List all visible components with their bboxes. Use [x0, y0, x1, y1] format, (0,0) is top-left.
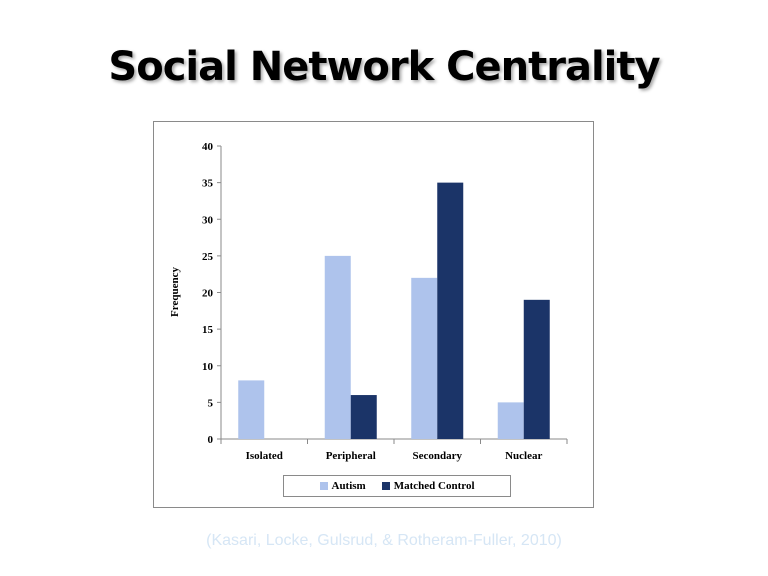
x-tick-label-peripheral: Peripheral: [326, 450, 376, 462]
y-tick-label: 15: [202, 324, 214, 336]
y-tick-label: 10: [202, 361, 214, 373]
legend-swatch-autism: [319, 482, 328, 490]
y-tick-label: 30: [202, 214, 214, 226]
legend-item-autism: Autism: [319, 480, 366, 492]
bar-autism-isolated: [238, 380, 265, 439]
y-tick-label: 40: [202, 141, 214, 153]
bar-chart: Frequency 0 5 10 15 20 25 30 35 40 Isolated Perip…: [169, 141, 568, 462]
bar-matched-control-nuclear: [523, 299, 550, 439]
citation: (Kasari, Locke, Gulsrud, & Rotheram-Full…: [206, 532, 562, 549]
y-tick-label: 0: [208, 434, 214, 446]
y-axis-label: Frequency: [169, 267, 181, 317]
bar-matched-control-secondary: [437, 182, 464, 439]
legend-swatch-matched-control: [381, 482, 390, 490]
x-tick-label-isolated: Isolated: [246, 450, 283, 462]
chart-container: Frequency 0 5 10 15 20 25 30 35 40 Isolated Perip…: [153, 121, 594, 508]
legend-label-matched-control: Matched Control: [393, 480, 475, 492]
y-tick-label: 35: [202, 178, 214, 190]
x-tick-label-secondary: Secondary: [413, 450, 463, 462]
bar-autism-secondary: [411, 277, 438, 439]
y-tick-label: 5: [208, 397, 214, 409]
bar-autism-peripheral: [324, 255, 351, 439]
legend-item-matched-control: Matched Control: [381, 480, 475, 492]
legend-label-autism: Autism: [331, 480, 366, 492]
x-tick-label-nuclear: Nuclear: [505, 450, 542, 462]
slide-title: Social Network Centrality: [108, 44, 660, 90]
chart-legend: Autism Matched Control: [283, 475, 511, 497]
y-tick-label: 20: [202, 288, 214, 300]
bar-autism-nuclear: [497, 402, 524, 439]
y-tick-label: 25: [202, 251, 214, 263]
bar-matched-control-peripheral: [350, 395, 377, 439]
